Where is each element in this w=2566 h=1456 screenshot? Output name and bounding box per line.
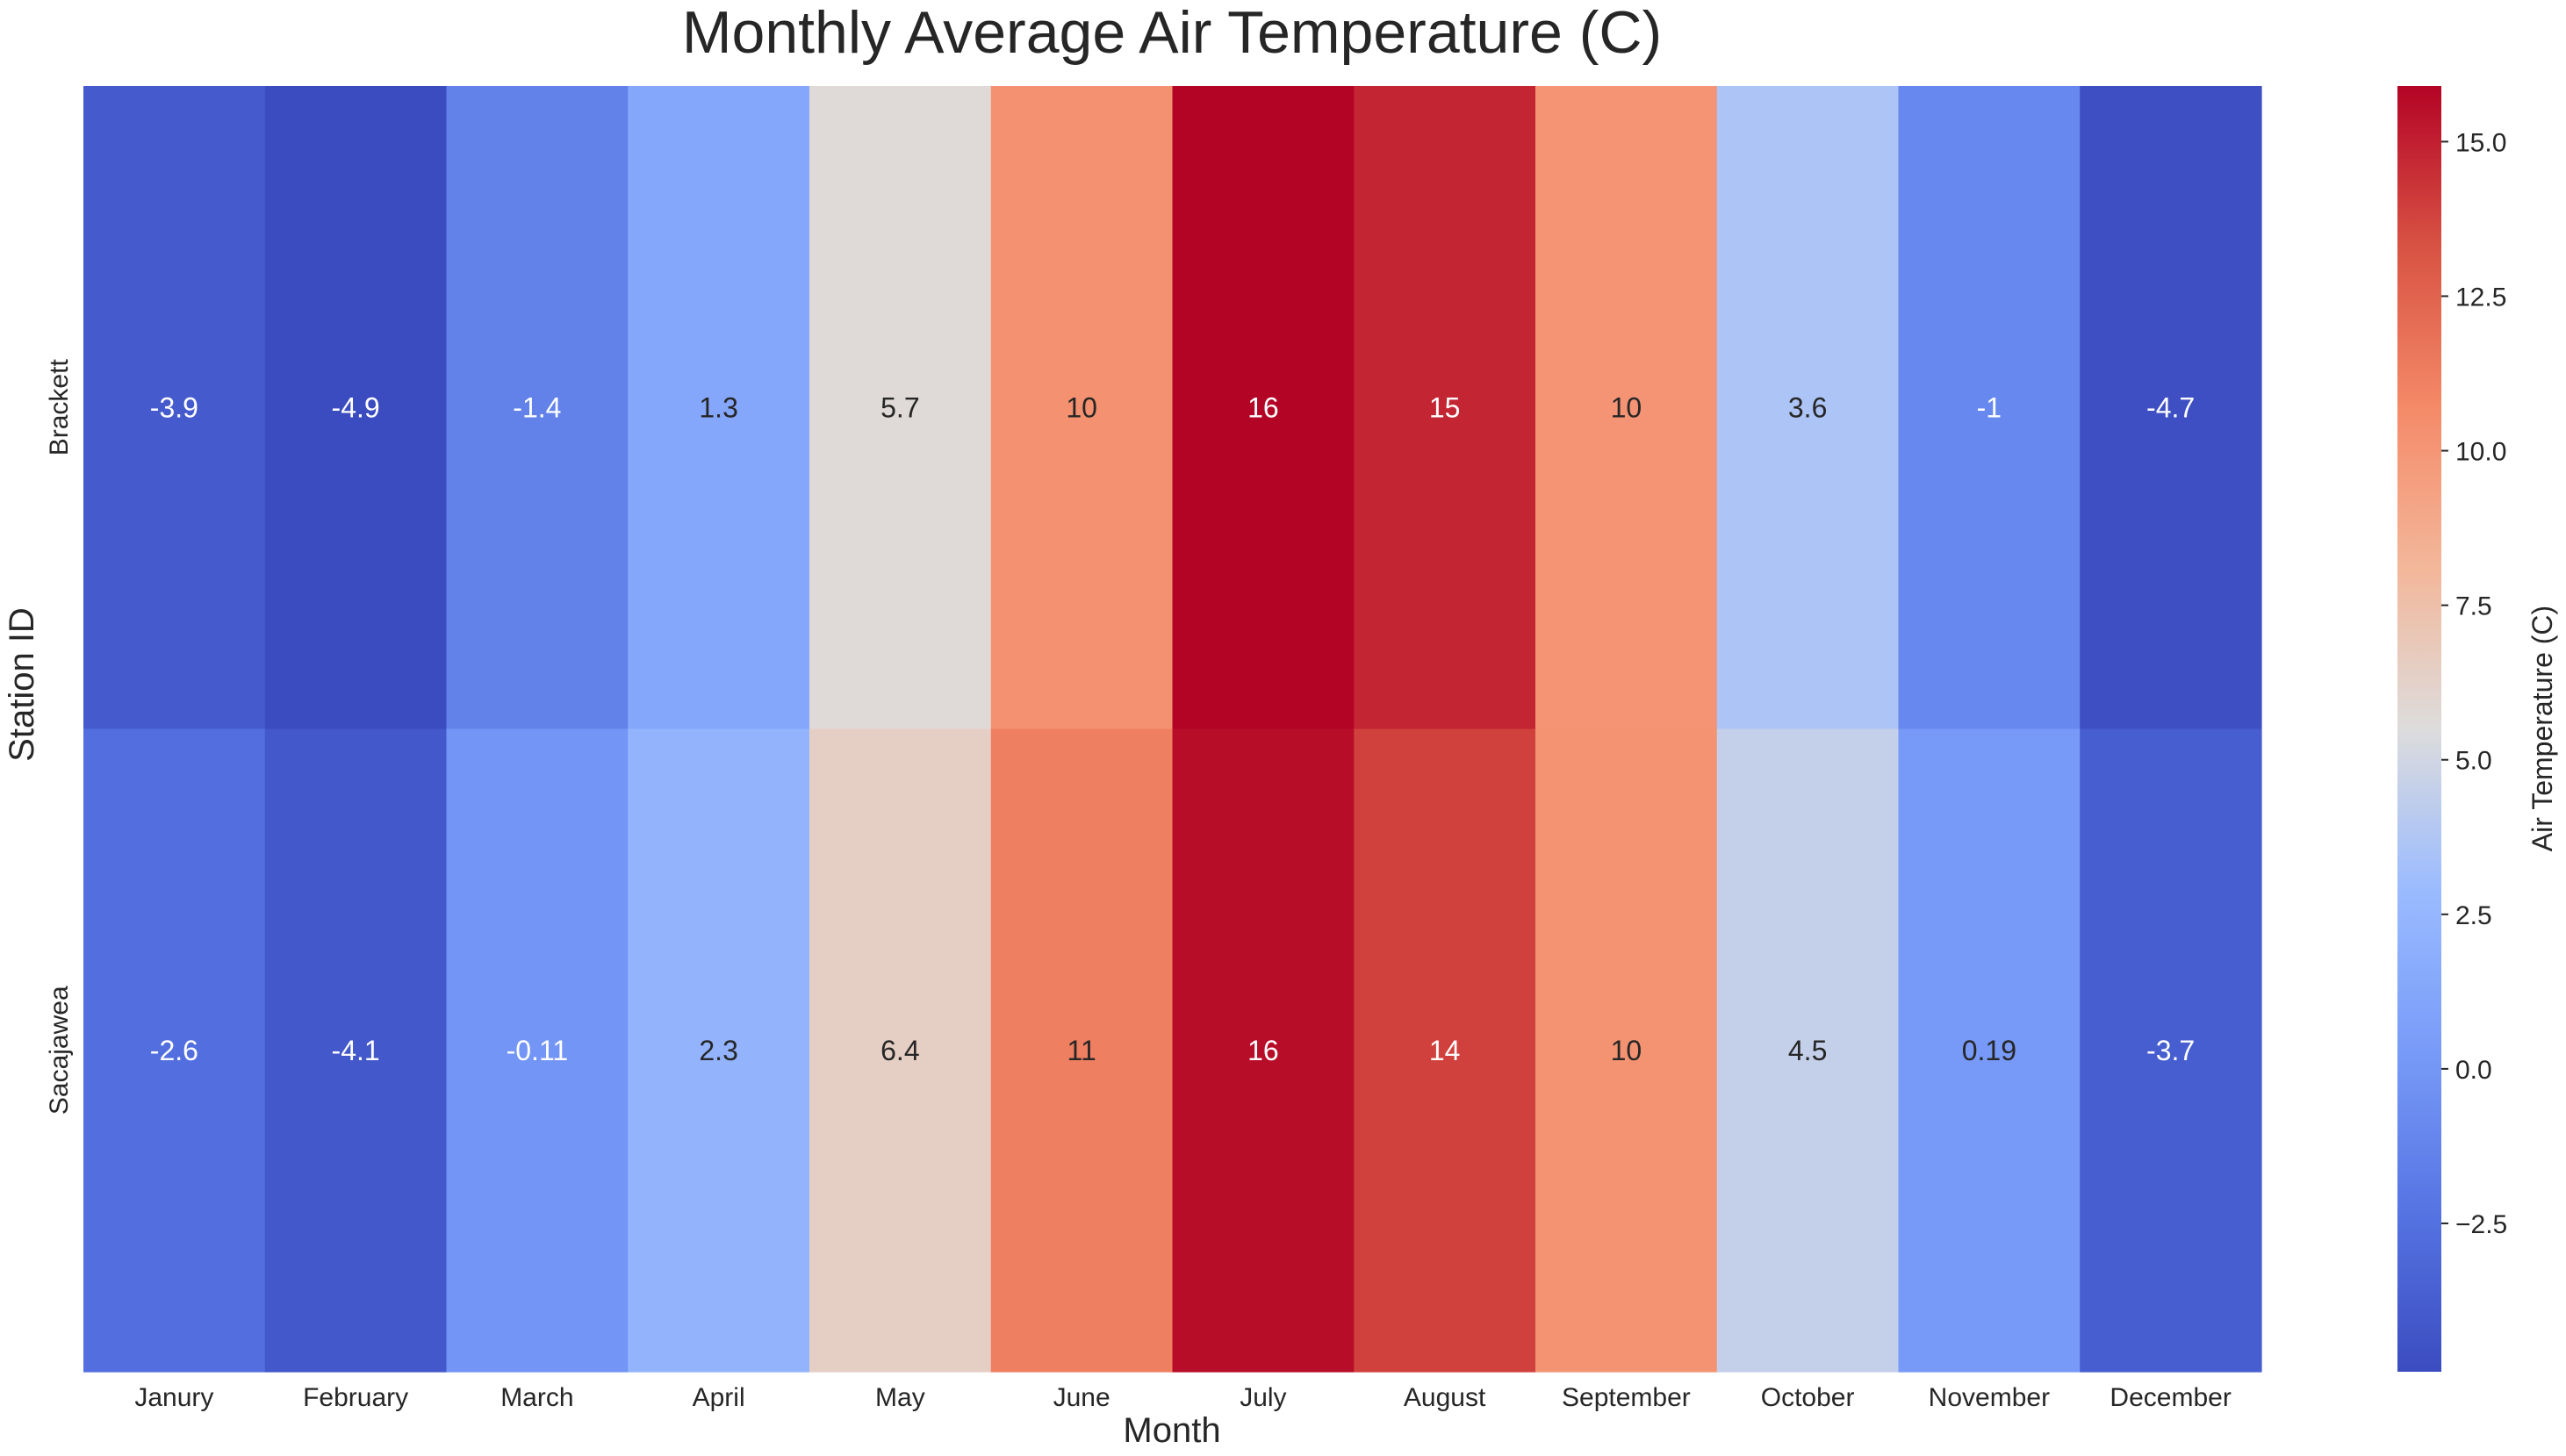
y-axis-ticks: Brackett Sacajawea (45, 359, 74, 1115)
heatmap-cell (1354, 728, 1536, 1373)
cell-value-label: -4.1 (332, 1035, 380, 1066)
heatmap-cell (990, 86, 1174, 730)
heatmap-cell (264, 86, 448, 730)
cell-value-label: -1.4 (513, 391, 561, 423)
x-tick-label: May (875, 1383, 925, 1412)
colorbar-tick-label: 10.0 (2455, 438, 2506, 467)
chart-title: Monthly Average Air Temperature (C) (682, 0, 1662, 66)
heatmap-cell (264, 728, 448, 1373)
heatmap-cell (809, 86, 992, 730)
colorbar-tick-label: 15.0 (2455, 128, 2506, 157)
heatmap-cell (1172, 728, 1355, 1373)
colorbar-tick-label: 5.0 (2455, 747, 2492, 776)
heatmap-cell-labels: -3.9 -4.9 -1.4 1.3 5.7 10 16 15 10 3.6 -1 -4.7 -2.6 -… (150, 391, 2195, 1066)
heatmap-cell (446, 728, 629, 1373)
cell-value-label: 14 (1429, 1035, 1461, 1066)
x-axis-label: Month (1123, 1411, 1220, 1450)
cell-value-label: -4.7 (2146, 391, 2195, 423)
colorbar-tick-label: 12.5 (2455, 283, 2506, 312)
colorbar-ticks: −2.5 0.0 2.5 5.0 7.5 10.0 12.5 15.0 (2441, 128, 2507, 1239)
y-tick-label: Sacajawea (45, 986, 74, 1115)
heatmap-cell (1716, 86, 1900, 730)
x-tick-label: March (500, 1383, 573, 1412)
cell-value-label: 0.19 (1962, 1035, 2016, 1066)
heatmap-cell (446, 86, 629, 730)
heatmap-cell (1898, 86, 2081, 730)
cell-value-label: 10 (1611, 1035, 1642, 1066)
cell-value-label: 1.3 (699, 391, 737, 423)
cell-value-label: 3.6 (1788, 391, 1827, 423)
heatmap-cell (1716, 728, 1900, 1373)
heatmap-cell (83, 728, 266, 1373)
colorbar-label: Air Temperature (C) (2526, 606, 2558, 851)
y-tick-label: Brackett (45, 359, 74, 456)
colorbar (2397, 86, 2441, 1372)
heatmap-cell (1898, 728, 2081, 1373)
cell-value-label: 10 (1066, 391, 1097, 423)
x-tick-label: June (1053, 1383, 1110, 1412)
y-axis-label: Station ID (3, 607, 41, 762)
x-tick-label: Janury (134, 1383, 213, 1412)
colorbar-tick-label: 0.0 (2455, 1056, 2492, 1085)
colorbar-tick-label: 7.5 (2455, 592, 2492, 621)
heatmap-cell (2080, 86, 2262, 730)
heatmap-cell (1535, 728, 1718, 1373)
colorbar-tick-label: −2.5 (2455, 1210, 2507, 1239)
x-tick-label: December (2110, 1383, 2231, 1412)
cell-value-label: 11 (1067, 1035, 1096, 1066)
cell-value-label: 10 (1611, 391, 1642, 423)
cell-value-label: -3.9 (150, 391, 198, 423)
heatmap-cell (83, 86, 266, 730)
heatmap-cells (83, 86, 2262, 1373)
heatmap-cell (990, 728, 1174, 1373)
x-tick-label: August (1404, 1383, 1486, 1412)
heatmap-cell (2080, 728, 2262, 1373)
cell-value-label: 16 (1247, 1035, 1279, 1066)
x-tick-label: February (303, 1383, 408, 1412)
heatmap-cell (1354, 86, 1536, 730)
colorbar-tick-label: 2.5 (2455, 901, 2492, 930)
cell-value-label: 15 (1429, 391, 1461, 423)
cell-value-label: -1 (1977, 391, 2002, 423)
cell-value-label: -0.11 (507, 1035, 569, 1066)
cell-value-label: -4.9 (332, 391, 380, 423)
heatmap-cell (628, 728, 810, 1373)
cell-value-label: 2.3 (699, 1035, 737, 1066)
heatmap-cell (1535, 86, 1718, 730)
x-axis-ticks: Janury February March April May June July Augus… (134, 1383, 2231, 1412)
x-tick-label: July (1240, 1383, 1286, 1412)
x-tick-label: October (1761, 1383, 1855, 1412)
cell-value-label: 6.4 (880, 1035, 919, 1066)
cell-value-label: 5.7 (880, 391, 919, 423)
cell-value-label: 16 (1247, 391, 1279, 423)
heatmap-cell (628, 86, 810, 730)
x-tick-label: April (693, 1383, 745, 1412)
heatmap-cell (1172, 86, 1355, 730)
x-tick-label: November (1929, 1383, 2050, 1412)
x-tick-label: September (1562, 1383, 1691, 1412)
heatmap-cell (809, 728, 992, 1373)
cell-value-label: -2.6 (150, 1035, 198, 1066)
cell-value-label: -3.7 (2146, 1035, 2195, 1066)
cell-value-label: 4.5 (1788, 1035, 1827, 1066)
